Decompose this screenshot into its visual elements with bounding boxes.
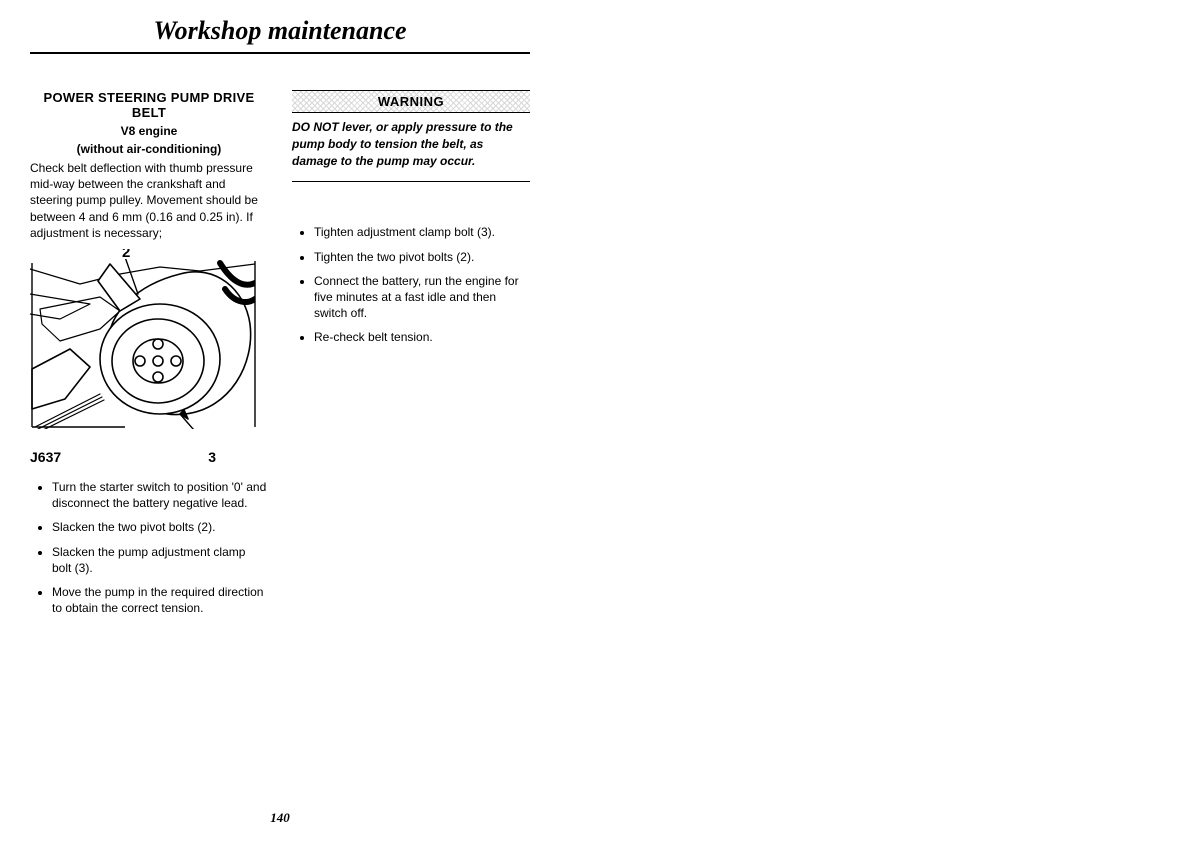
diagram-caption-row: J637 3	[30, 449, 268, 465]
list-item: Tighten the two pivot bolts (2).	[314, 249, 530, 265]
intro-paragraph: Check belt deflection with thumb pressur…	[30, 160, 268, 241]
list-item: Move the pump in the required direction …	[52, 584, 268, 616]
left-column: POWER STEERING PUMP DRIVE BELT V8 engine…	[30, 90, 268, 624]
list-item: Connect the battery, run the engine for …	[314, 273, 530, 322]
right-column: WARNING DO NOT lever, or apply pressure …	[292, 90, 530, 624]
section-heading: POWER STEERING PUMP DRIVE BELT	[30, 90, 268, 120]
callout-2-label: 2	[122, 249, 130, 261]
figure-label: J637	[30, 449, 61, 465]
page-number: 140	[30, 810, 530, 826]
page-title: Workshop maintenance	[30, 16, 530, 54]
list-item: Slacken the two pivot bolts (2).	[52, 519, 268, 535]
list-item: Turn the starter switch to position '0' …	[52, 479, 268, 511]
warning-heading: WARNING	[292, 90, 530, 113]
list-item: Slacken the pump adjustment clamp bolt (…	[52, 544, 268, 576]
ac-subtitle: (without air-conditioning)	[30, 142, 268, 156]
text-columns: POWER STEERING PUMP DRIVE BELT V8 engine…	[30, 90, 530, 624]
page-content: Workshop maintenance POWER STEERING PUMP…	[30, 16, 530, 624]
engine-subtitle: V8 engine	[30, 124, 268, 138]
right-bullet-list: Tighten adjustment clamp bolt (3). Tight…	[292, 224, 530, 345]
pump-diagram: 2 J637 3	[30, 249, 268, 465]
callout-3-label: 3	[208, 449, 268, 465]
list-item: Tighten adjustment clamp bolt (3).	[314, 224, 530, 240]
left-bullet-list: Turn the starter switch to position '0' …	[30, 479, 268, 616]
warning-body: DO NOT lever, or apply pressure to the p…	[292, 119, 530, 182]
list-item: Re-check belt tension.	[314, 329, 530, 345]
